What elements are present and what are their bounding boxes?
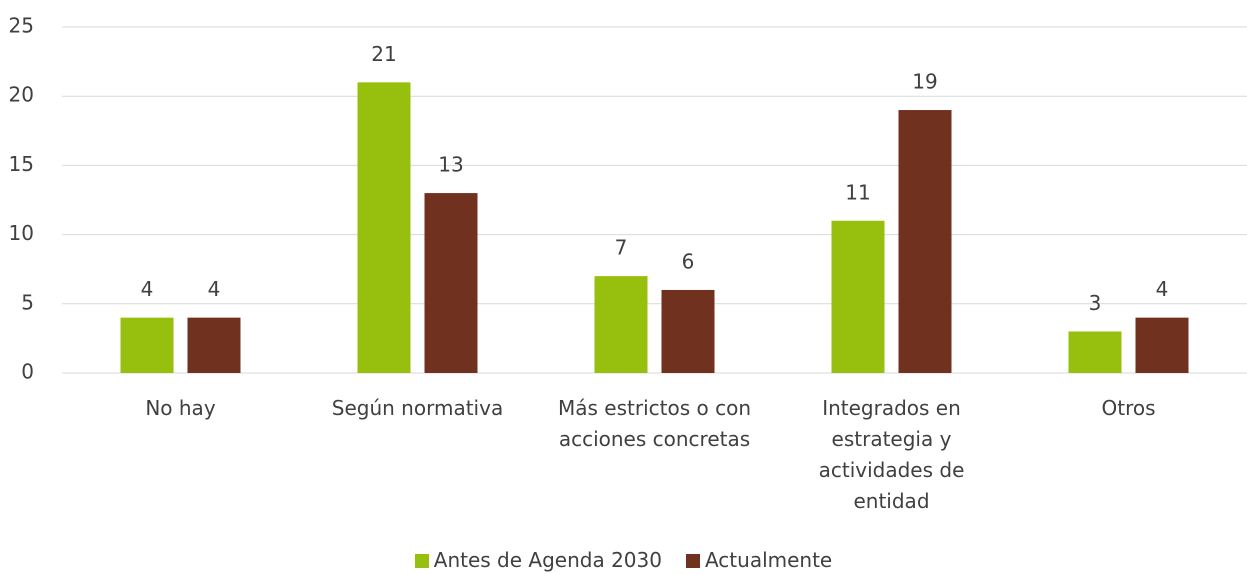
bar (120, 317, 174, 373)
data-label: 4 (208, 277, 221, 301)
data-label: 13 (438, 153, 463, 177)
legend-swatch (414, 554, 429, 568)
data-label: 11 (845, 180, 870, 204)
bar (187, 317, 241, 373)
x-tick-label: No hay (145, 396, 216, 420)
y-tick-label: 15 (9, 152, 34, 176)
x-tick-label: Otros (1101, 396, 1156, 420)
bar (424, 193, 478, 373)
data-label: 19 (912, 70, 937, 94)
y-tick-label: 10 (9, 221, 34, 245)
data-label: 4 (141, 277, 154, 301)
y-tick-label: 25 (9, 14, 34, 38)
data-label: 6 (682, 249, 695, 273)
legend-label: Actualmente (704, 548, 833, 572)
bar (831, 220, 885, 373)
legend-item: Actualmente (685, 548, 833, 572)
y-tick-label: 5 (21, 290, 34, 314)
bar (1068, 331, 1122, 373)
bar (661, 289, 715, 373)
data-label: 21 (371, 42, 396, 66)
x-tick-label: Integrados en estrategia y actividades d… (818, 396, 965, 513)
bar (1135, 317, 1189, 373)
data-label: 7 (615, 236, 628, 260)
bar (357, 82, 411, 374)
y-tick-label: 0 (21, 360, 34, 384)
x-tick-label: Según normativa (331, 396, 504, 420)
y-tick-label: 20 (9, 83, 34, 107)
data-label: 3 (1089, 291, 1102, 315)
x-tick-label: Más estrictos o con acciones concretas (558, 396, 751, 451)
legend: Antes de Agenda 2030 Actualmente (0, 548, 1247, 572)
bar (898, 110, 952, 373)
legend-item: Antes de Agenda 2030 (414, 548, 662, 572)
data-label: 4 (1156, 277, 1169, 301)
legend-swatch (685, 554, 700, 568)
legend-label: Antes de Agenda 2030 (433, 548, 662, 572)
bar (594, 276, 648, 373)
